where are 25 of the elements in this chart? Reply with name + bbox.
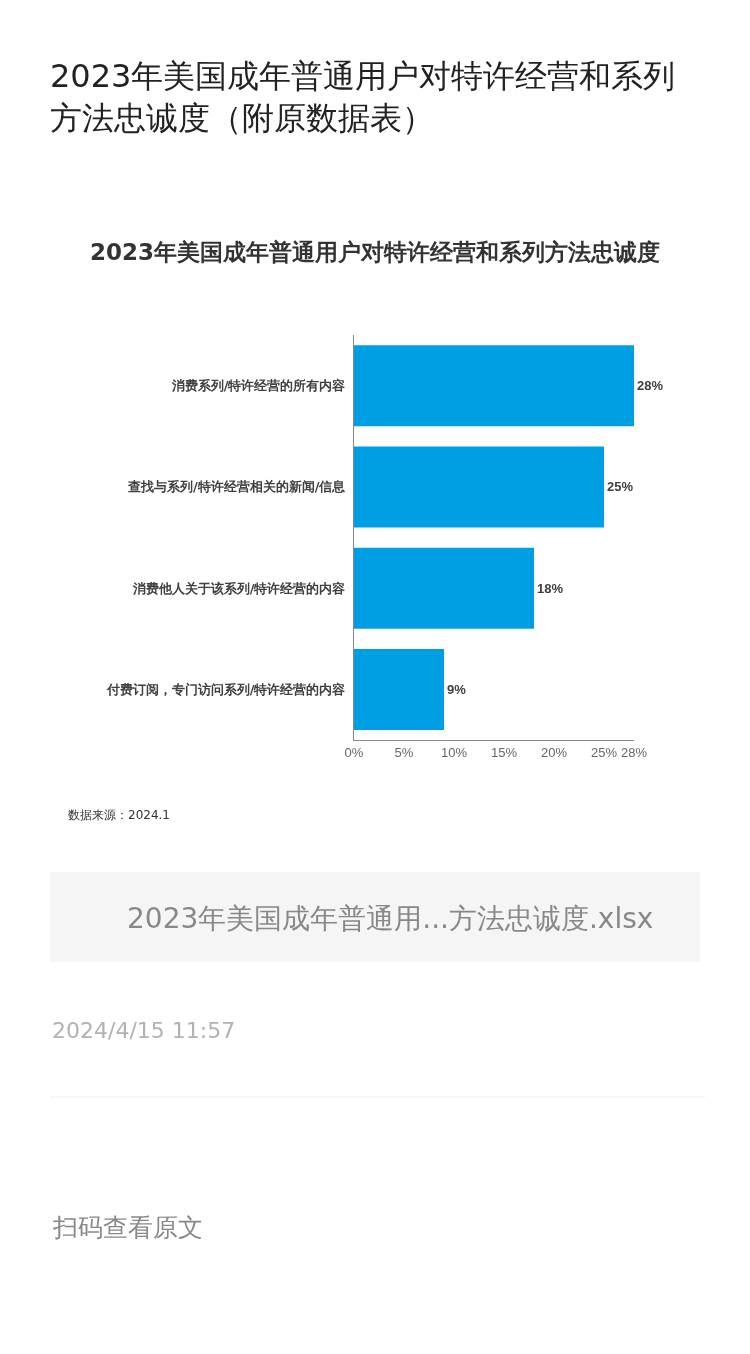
y-tick-label: 消费他人关于该系列/特许经营的内容 [131,580,346,596]
bar [354,547,534,629]
data-label: 25% [607,479,634,495]
y-tick-label: 付费订阅，专门访问系列/特许经营的内容 [105,681,346,697]
x-tick-label: 5% [394,744,414,760]
x-tick-label: 25% [590,744,618,760]
data-label: 9% [447,681,467,697]
y-tick-label: 消费系列/特许经营的所有内容 [170,378,346,394]
chart-subtitle: 2023年美国成年普通用户对特许经营和系列方法忠诚度 [90,239,661,265]
text: 2024/4/15 11:57 [52,1018,236,1043]
bar [354,345,634,427]
bar [354,446,604,528]
data-label: 28% [637,378,664,394]
x-tick-label: 28% [620,744,648,760]
x-tick-label: 0% [344,744,364,760]
bar [354,648,444,730]
text: 2023年美国成年普通用...方法忠诚度.xlsx [127,902,654,935]
x-tick-label: 20% [540,744,568,760]
source-note: 数据来源：2024.1 [68,808,170,822]
x-tick-label: 10% [440,744,468,760]
chart-title: 2023年美国成年普通用户对特许经营和系列方法忠诚度（附原数据表） [50,57,676,137]
text: 扫码查看原文 [52,1213,203,1242]
x-tick-label: 15% [490,744,518,760]
data-label: 18% [537,580,564,596]
y-tick-label: 查找与系列/特许经营相关的新闻/信息 [126,479,347,495]
